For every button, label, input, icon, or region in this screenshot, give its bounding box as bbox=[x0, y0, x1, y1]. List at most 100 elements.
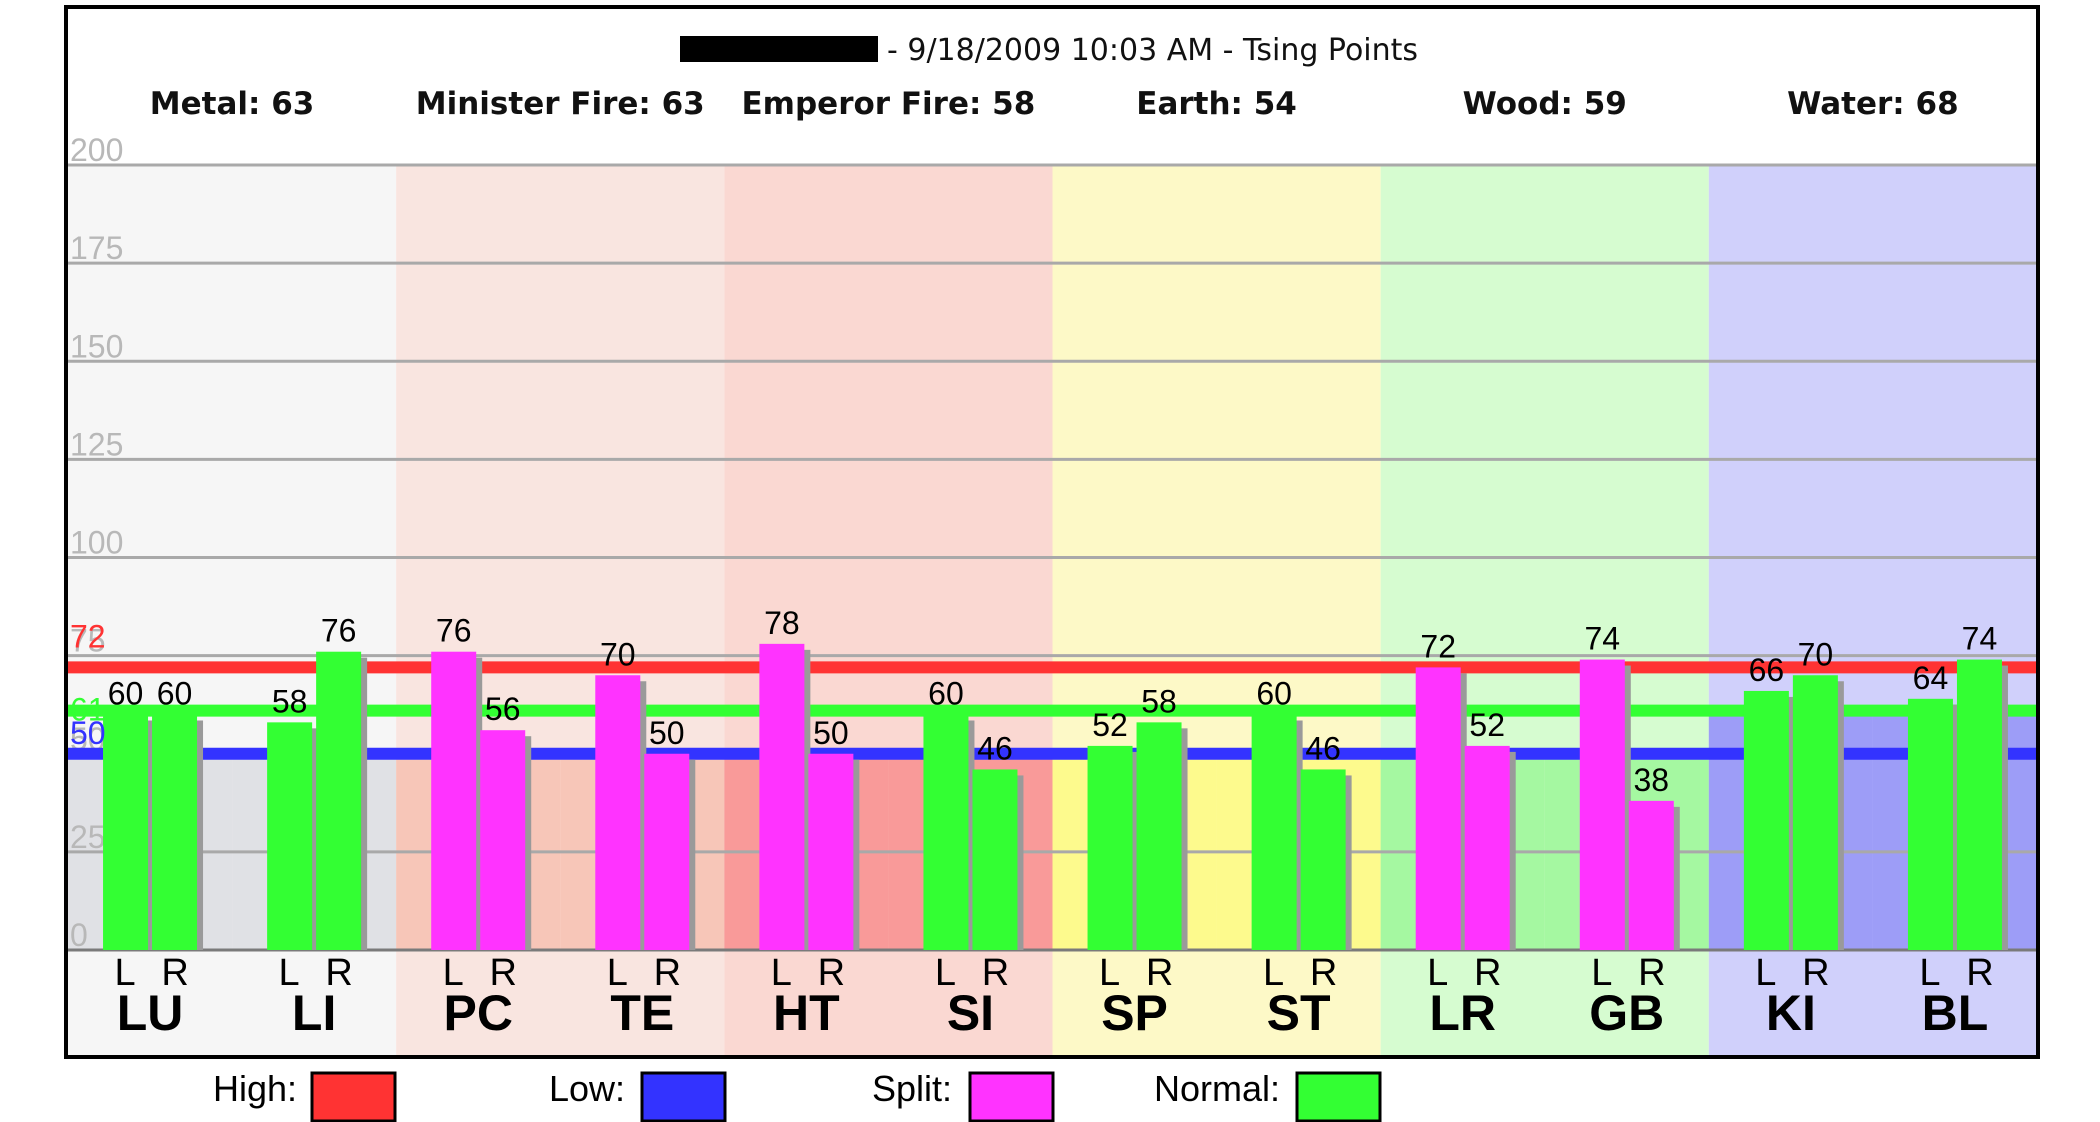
y-tick-label: 0 bbox=[70, 917, 88, 953]
data-label: 76 bbox=[321, 613, 357, 649]
data-label: 52 bbox=[1092, 707, 1128, 743]
right-side-label: R bbox=[489, 952, 516, 994]
element-label: Metal: 63 bbox=[150, 86, 315, 122]
data-label: 50 bbox=[649, 715, 685, 751]
bar-sp-r bbox=[1136, 722, 1182, 950]
y-tick-label: 25 bbox=[70, 819, 106, 855]
point-label: BL bbox=[1922, 985, 1989, 1041]
data-label: 66 bbox=[1749, 652, 1785, 688]
bar-te-l bbox=[595, 675, 641, 950]
left-side-label: L bbox=[1099, 952, 1120, 994]
data-label: 74 bbox=[1584, 621, 1620, 657]
bar-li-r bbox=[316, 651, 362, 950]
left-side-label: L bbox=[935, 952, 956, 994]
chart-subtitle: - 9/18/2009 10:03 AM - Tsing Points bbox=[887, 33, 1418, 68]
y-tick-label: 150 bbox=[70, 328, 123, 364]
left-side-label: L bbox=[1755, 952, 1776, 994]
right-side-label: R bbox=[818, 952, 845, 994]
bar-lr-r bbox=[1464, 745, 1510, 950]
redacted-name bbox=[680, 36, 878, 62]
chart-frame bbox=[64, 5, 2040, 1059]
data-label: 60 bbox=[157, 676, 193, 712]
left-side-label: L bbox=[771, 952, 792, 994]
data-label: 58 bbox=[272, 683, 308, 719]
bar-te-r bbox=[644, 753, 690, 950]
left-side-label: L bbox=[1591, 952, 1612, 994]
data-label: 52 bbox=[1469, 707, 1505, 743]
normal-reference-label: 61 bbox=[70, 692, 106, 728]
point-label: GB bbox=[1589, 985, 1664, 1041]
right-side-label: R bbox=[1802, 952, 1829, 994]
low-reference-label: 50 bbox=[70, 715, 106, 751]
bar-lu-r bbox=[152, 714, 198, 950]
y-tick-label: 75 bbox=[70, 623, 106, 659]
right-side-label: R bbox=[325, 952, 352, 994]
bar-gb-r bbox=[1628, 800, 1674, 950]
bar-li-l bbox=[267, 722, 313, 950]
point-label: LU bbox=[117, 985, 184, 1041]
right-side-label: R bbox=[982, 952, 1009, 994]
legend-swatch bbox=[640, 1071, 727, 1122]
point-label: HT bbox=[773, 985, 840, 1041]
left-side-label: L bbox=[1263, 952, 1284, 994]
legend-swatch bbox=[968, 1071, 1055, 1122]
data-label: 60 bbox=[928, 676, 964, 712]
right-side-label: R bbox=[1310, 952, 1337, 994]
legend-label: High: bbox=[213, 1068, 297, 1109]
bar-pc-r bbox=[480, 730, 526, 950]
data-label: 76 bbox=[436, 613, 472, 649]
right-side-label: R bbox=[1146, 952, 1173, 994]
bar-lu-l bbox=[103, 714, 149, 950]
legend-swatch bbox=[1295, 1071, 1382, 1122]
bar-gb-l bbox=[1579, 659, 1625, 950]
bar-si-r bbox=[972, 769, 1018, 950]
point-label: TE bbox=[610, 985, 674, 1041]
point-label: LR bbox=[1429, 985, 1496, 1041]
left-side-label: L bbox=[443, 952, 464, 994]
point-label: LI bbox=[292, 985, 336, 1041]
bar-ki-r bbox=[1792, 675, 1838, 950]
bar-st-l bbox=[1251, 714, 1297, 950]
bar-lr-l bbox=[1415, 667, 1461, 950]
data-label: 38 bbox=[1633, 762, 1669, 798]
bar-ht-l bbox=[759, 643, 805, 950]
right-side-label: R bbox=[1638, 952, 1665, 994]
element-label: Emperor Fire: 58 bbox=[742, 86, 1036, 122]
data-label: 60 bbox=[1256, 676, 1292, 712]
bar-bl-l bbox=[1907, 698, 1953, 950]
high-reference-label: 72 bbox=[70, 618, 106, 654]
y-tick-label: 200 bbox=[70, 132, 123, 168]
data-label: 74 bbox=[1962, 621, 1998, 657]
data-label: 78 bbox=[764, 605, 800, 641]
element-label: Wood: 59 bbox=[1463, 86, 1627, 122]
legend-label: Low: bbox=[549, 1068, 625, 1109]
element-label: Water: 68 bbox=[1787, 86, 1958, 122]
right-side-label: R bbox=[161, 952, 188, 994]
left-side-label: L bbox=[1427, 952, 1448, 994]
y-tick-label: 125 bbox=[70, 426, 123, 462]
point-label: SI bbox=[947, 985, 994, 1041]
point-label: KI bbox=[1766, 985, 1816, 1041]
data-label: 58 bbox=[1141, 683, 1177, 719]
bar-si-l bbox=[923, 714, 969, 950]
right-side-label: R bbox=[1966, 952, 1993, 994]
point-label: PC bbox=[443, 985, 512, 1041]
bar-bl-r bbox=[1956, 659, 2002, 950]
data-label: 60 bbox=[108, 676, 144, 712]
legend-label: Split: bbox=[872, 1068, 952, 1109]
bar-ki-l bbox=[1743, 690, 1789, 950]
data-label: 46 bbox=[977, 730, 1013, 766]
y-tick-label: 100 bbox=[70, 525, 123, 561]
data-label: 70 bbox=[600, 636, 636, 672]
left-side-label: L bbox=[279, 952, 300, 994]
y-tick-label: 175 bbox=[70, 230, 123, 266]
point-label: ST bbox=[1267, 985, 1331, 1041]
bar-pc-l bbox=[431, 651, 477, 950]
left-side-label: L bbox=[1919, 952, 1940, 994]
right-side-label: R bbox=[654, 952, 681, 994]
left-side-label: L bbox=[114, 952, 135, 994]
data-label: 64 bbox=[1913, 660, 1949, 696]
data-label: 50 bbox=[813, 715, 849, 751]
left-side-label: L bbox=[607, 952, 628, 994]
data-label: 72 bbox=[1420, 628, 1456, 664]
